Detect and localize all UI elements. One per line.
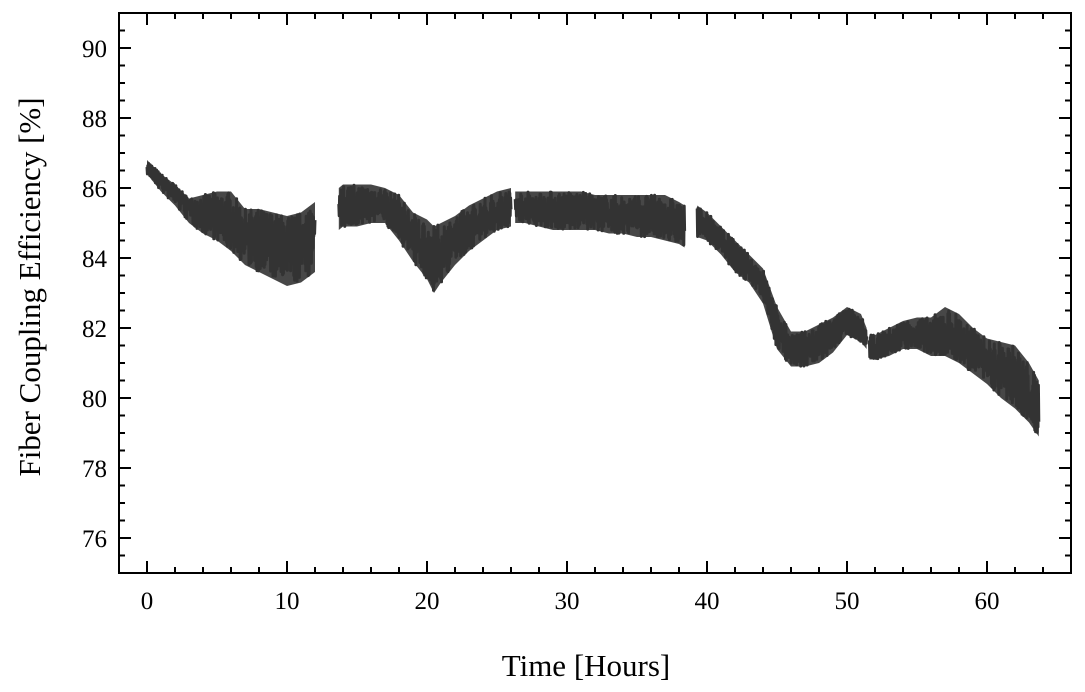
- plot-frame: [118, 12, 1072, 574]
- y-tick-label: 76: [82, 526, 107, 553]
- data-layer: [145, 160, 1041, 437]
- y-tick-label: 88: [82, 106, 107, 133]
- series-0-segment-0-line: [145, 162, 317, 283]
- label-layer: 0 10 20 30 40 50 60 76 78 80 82 84 86 88 90: [82, 36, 1000, 615]
- x-tick-label: 10: [275, 588, 300, 615]
- y-tick-label: 84: [82, 246, 108, 273]
- x-tick-label: 30: [555, 588, 580, 615]
- x-tick-label: 0: [141, 588, 154, 615]
- series-0-segment-3-line: [695, 206, 869, 368]
- x-axis-title: Time [Hours]: [502, 648, 671, 683]
- x-tick-label: 20: [415, 588, 440, 615]
- x-tick-label: 50: [835, 588, 860, 615]
- y-tick-label: 86: [82, 176, 107, 203]
- y-tick-label: 90: [82, 36, 107, 63]
- series-0-segment-2-line: [513, 190, 687, 247]
- y-tick-label: 82: [82, 316, 107, 343]
- series-0-segment-1-line: [337, 183, 513, 292]
- y-axis-title: Fiber Coupling Efficiency [%]: [12, 97, 47, 476]
- y-tick-label: 78: [82, 456, 107, 483]
- y-tick-label: 80: [82, 386, 107, 413]
- x-tick-label: 60: [975, 588, 1000, 615]
- series-0-segment-4-line: [867, 309, 1041, 434]
- x-tick-label: 40: [695, 588, 720, 615]
